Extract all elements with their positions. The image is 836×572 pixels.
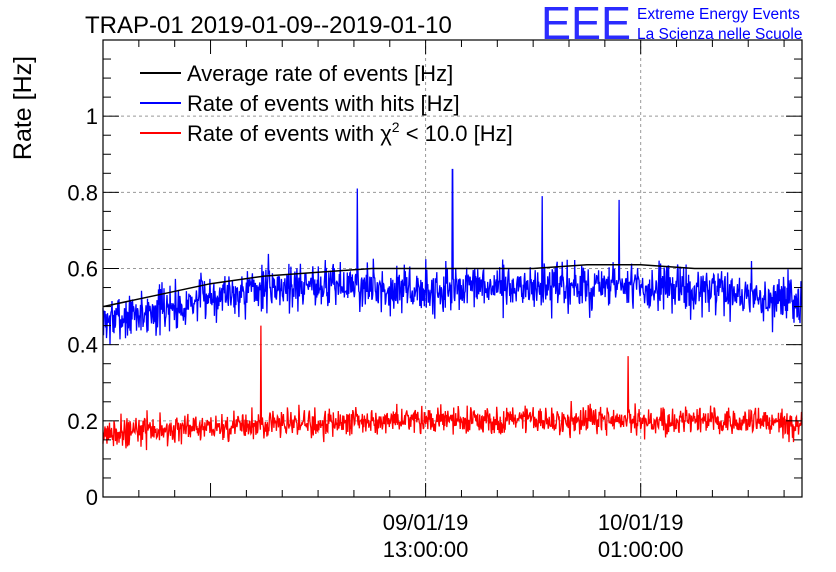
legend: Average rate of events [Hz] Rate of even… [140, 61, 513, 146]
y-tick-label: 0.8 [67, 180, 98, 205]
series-chi2-line [102, 325, 803, 451]
legend-label-hits: Rate of events with hits [Hz] [187, 91, 460, 116]
x-tick-label-time: 13:00:00 [383, 537, 469, 562]
logo-mark: EEE [541, 0, 631, 49]
x-tick-label-date: 10/01/19 [598, 510, 684, 535]
y-axis-label: Rate [Hz] [9, 56, 37, 160]
y-tick-label: 0.4 [67, 333, 98, 358]
series-average-line [102, 263, 802, 308]
y-tick-label: 0 [86, 485, 98, 510]
series-hits-line [102, 168, 803, 345]
x-tick-label-time: 01:00:00 [598, 537, 684, 562]
y-tick-label: 1 [86, 104, 98, 129]
logo-line1: Extreme Energy Events [637, 6, 800, 23]
x-tick-label-date: 09/01/19 [383, 510, 469, 535]
legend-label-average: Average rate of events [Hz] [187, 61, 453, 86]
logo-line2: La Scienza nelle Scuole [637, 26, 802, 43]
eee-logo: EEE Extreme Energy Events La Scienza nel… [541, 0, 802, 49]
y-tick-label: 0.2 [67, 409, 98, 434]
chart-title: TRAP-01 2019-01-09--2019-01-10 [85, 12, 452, 39]
axes [102, 39, 803, 498]
series-layer [102, 168, 803, 451]
y-tick-label: 0.6 [67, 257, 98, 282]
legend-label-chi2: Rate of events with χ2 < 10.0 [Hz] [187, 119, 513, 146]
